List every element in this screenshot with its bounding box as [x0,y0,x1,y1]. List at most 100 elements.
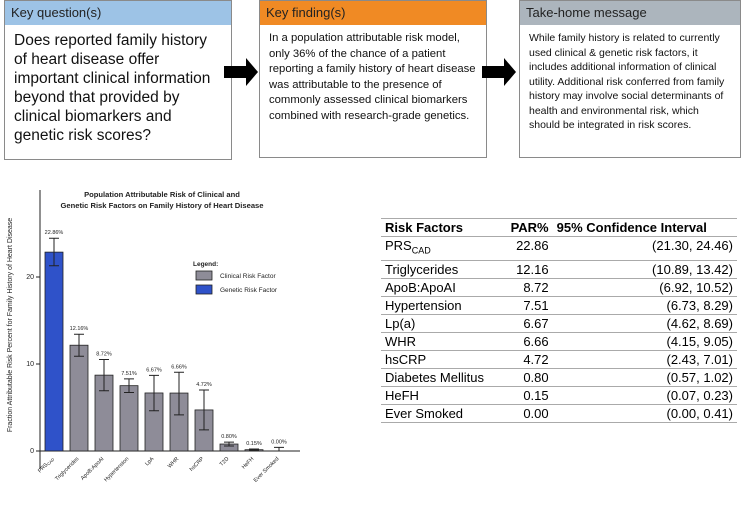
par-cell: 0.80 [499,368,553,387]
error-bar [224,441,234,447]
factor-cell: HeFH [381,386,499,405]
x-tick-label: Ever Smoked [253,456,281,484]
value-label: 12.16% [70,326,89,332]
error-bar [74,333,84,357]
par-cell: 0.00 [499,404,553,423]
value-label: 0.80% [221,434,237,440]
header-row: Risk Factors PAR% 95% Confidence Interval [381,218,737,237]
factor-name: ApoB:ApoAI [385,279,456,295]
factor-name: PRS [385,238,412,253]
table-row: Diabetes Mellitus 0.80 (0.57, 1.02) [381,368,737,387]
box-header: Key finding(s) [260,1,486,25]
header-cell: PAR% [499,218,553,237]
par-cell: 4.72 [499,350,553,369]
table-row: Ever Smoked 0.00 (0.00, 0.41) [381,404,737,423]
ci-cell: (0.57, 1.02) [552,368,737,387]
error-bar [99,358,109,392]
par-cell: 22.86 [499,236,553,261]
ci-cell: (10.89, 13.42) [552,260,737,279]
value-label: 8.72% [96,351,112,357]
legend-swatch [195,270,213,281]
factor-name: Ever Smoked [385,405,464,421]
x-tick-label: T2D [219,456,231,468]
bar [69,344,89,452]
box-header: Key question(s) [5,1,231,25]
x-tick-label: WHR [167,456,181,470]
header-cell: Risk Factors [381,218,499,237]
chart-title: Population Attributable Risk of Clinical… [61,190,264,210]
ci-cell: (0.00, 0.41) [552,404,737,423]
error-bar [149,374,159,412]
finding-box: Key finding(s) In a population attributab… [259,0,487,158]
x-tick-label: Hypertension [103,456,130,483]
y-tick-label: 20 [26,274,34,281]
factor-name: Diabetes Mellitus [385,369,484,385]
header-cell: 95% Confidence Interval [552,218,737,237]
par-cell: 0.15 [499,386,553,405]
y-tick-label: 10 [26,361,34,368]
bar [44,251,64,452]
box-body: In a population attributable risk model,… [269,32,476,122]
factor-name: Hypertension [385,297,462,313]
table-row: ApoB:ApoAI 8.72 (6.92, 10.52) [381,278,737,297]
arrow [224,58,258,86]
factor-cell: PRSCAD [381,236,499,261]
x-tick-subscript: CAD [46,457,56,467]
x-tick-label: LpA [144,456,155,467]
x-tick-label: Triglycerides [54,456,80,482]
factor-name: Lp(a) [385,315,416,331]
arrows [224,58,516,86]
factor-name: Triglycerides [385,261,459,277]
y-axis-label: Fraction Attributable Risk Percent for F… [7,218,14,432]
table-row: WHR 6.66 (4.15, 9.05) [381,332,737,351]
factor-cell: WHR [381,332,499,351]
factor-cell: Lp(a) [381,314,499,333]
par-cell: 12.16 [499,260,553,279]
x-tick-label: hsCRP [189,456,206,473]
ci-cell: (6.73, 8.29) [552,296,737,315]
factor-cell: Hypertension [381,296,499,315]
factor-name: HeFH [385,387,419,403]
factor-name: hsCRP [385,351,427,367]
box-body: While family history is related to curre… [529,32,725,131]
error-bar [124,378,134,393]
factor-cell: Triglycerides [381,260,499,279]
ci-cell: (2.43, 7.01) [552,350,737,369]
table-row: PRSCAD 22.86 (21.30, 24.46) [381,236,737,261]
bar [119,385,139,452]
ci-cell: (21.30, 24.46) [552,236,737,261]
message-box: Take-home message While family history is… [519,0,741,158]
table-row: Triglycerides 12.16 (10.89, 13.42) [381,260,737,279]
x-tick-label: HeFH [241,456,255,470]
box-body: Does reported family history of heart di… [14,32,211,144]
table-row: Lp(a) 6.67 (4.62, 8.69) [381,314,737,333]
factor-name: WHR [385,333,417,349]
legend-swatch [195,284,213,295]
table-row: Hypertension 7.51 (6.73, 8.29) [381,296,737,315]
question-box: Key question(s) Does reported family hist… [4,0,232,160]
par-cell: 6.67 [499,314,553,333]
ci-cell: (4.62, 8.69) [552,314,737,333]
value-label: 0.00% [271,439,287,445]
factor-cell: hsCRP [381,350,499,369]
error-bar [174,371,184,416]
value-label: 4.72% [196,382,212,388]
factor-cell: ApoB:ApoAI [381,278,499,297]
value-label: 22.86% [45,230,64,236]
value-label: 7.51% [121,371,137,377]
error-bar [199,389,209,431]
table-row: hsCRP 4.72 (2.43, 7.01) [381,350,737,369]
legend-title: Legend: [193,261,218,268]
par-cell: 6.66 [499,332,553,351]
value-label: 0.15% [246,441,262,447]
error-bar [274,446,284,452]
value-label: 6.66% [171,364,187,370]
par-cell: 8.72 [499,278,553,297]
ci-cell: (6.92, 10.52) [552,278,737,297]
arrow [482,58,516,86]
x-tick-label: ApoB:ApoAI [80,456,106,482]
table-row: HeFH 0.15 (0.07, 0.23) [381,386,737,405]
ci-cell: (4.15, 9.05) [552,332,737,351]
chart: Population Attributable Risk of Clinical… [7,190,300,484]
